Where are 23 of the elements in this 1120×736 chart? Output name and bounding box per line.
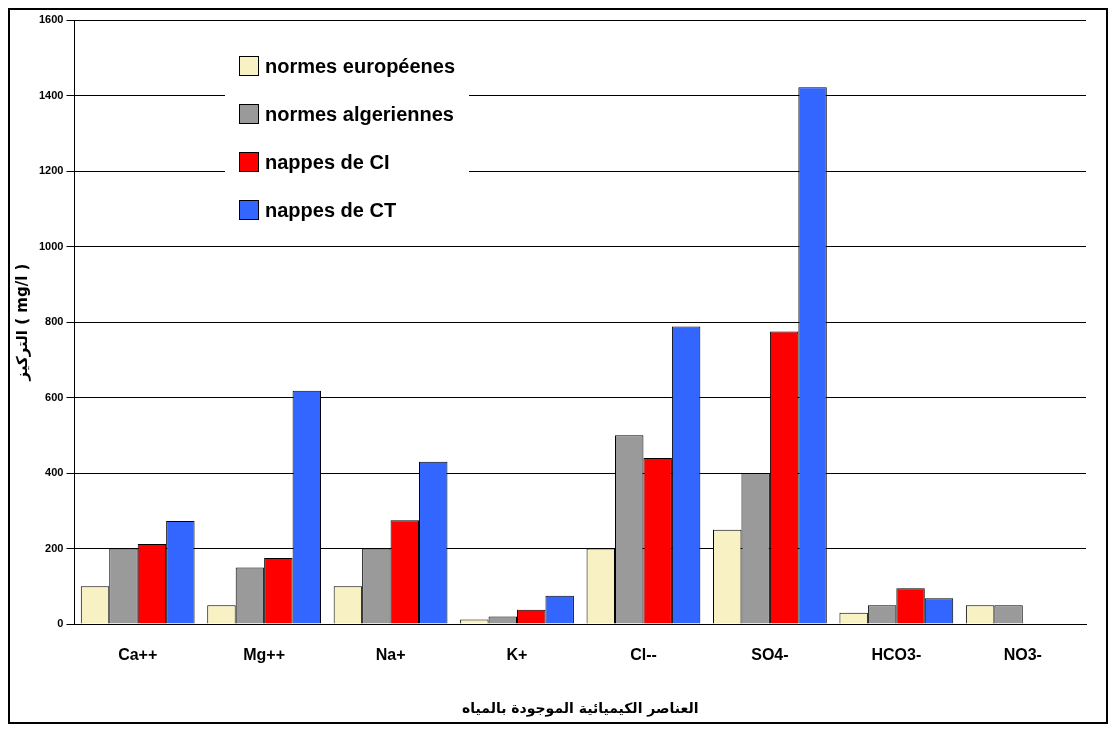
- y-axis-title: التركيز ( mg/l ): [12, 263, 31, 382]
- y-tick-label: 600: [45, 390, 64, 403]
- x-tick-label: Ca++: [118, 646, 158, 664]
- x-tick-label: Cl--: [630, 646, 657, 664]
- x-tick-label: NO3-: [1003, 646, 1042, 664]
- y-tick-label: 1200: [38, 164, 64, 177]
- y-tick-label: 1000: [38, 239, 64, 252]
- y-tick-label: 400: [45, 466, 64, 479]
- y-tick-label: 1400: [38, 88, 64, 101]
- x-tick-label: HCO3-: [871, 646, 922, 664]
- y-tick-label: 0: [57, 617, 64, 630]
- x-tick-label: Na+: [375, 646, 406, 664]
- y-tick-label: 1600: [38, 13, 64, 26]
- x-tick-label: SO4-: [751, 646, 789, 664]
- y-tick-label: 800: [45, 315, 64, 328]
- legend-label: normes algeriennes: [265, 102, 454, 126]
- x-axis-title: العناصر الكيميائية الموجودة بالمياه: [462, 700, 699, 718]
- x-tick-label: K+: [506, 646, 528, 664]
- legend-label: nappes de CI: [265, 150, 390, 174]
- y-tick-label: 200: [45, 541, 64, 554]
- legend-label: nappes de CT: [265, 198, 397, 222]
- legend-label: normes européenes: [265, 54, 456, 78]
- x-tick-label: Mg++: [243, 646, 286, 664]
